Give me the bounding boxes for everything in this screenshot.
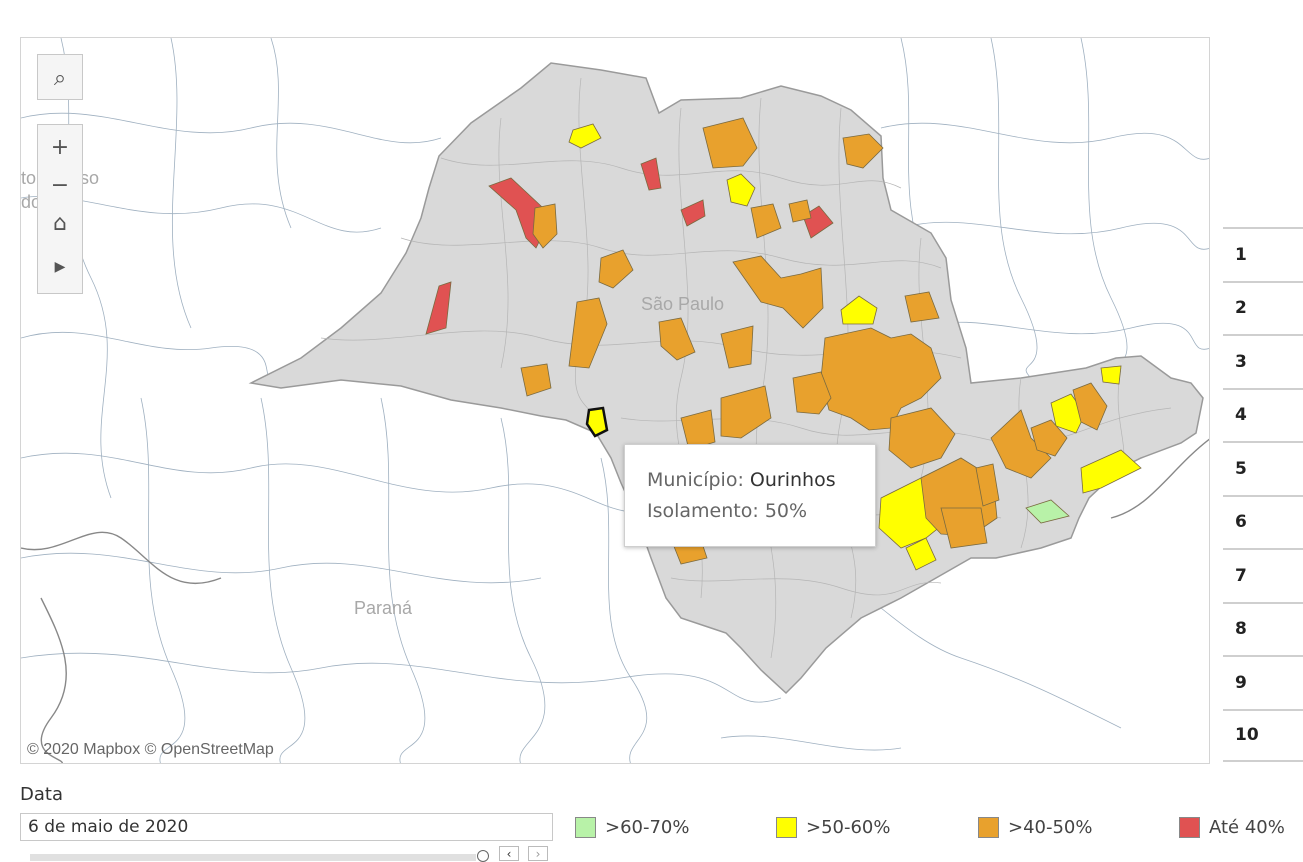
tooltip-municipio-value: Ourinhos [749, 469, 836, 491]
legend-label: >50-60% [806, 816, 891, 838]
label-sao-paulo: São Paulo [641, 294, 725, 314]
legend-swatch [776, 816, 797, 838]
next-date-button[interactable]: › [528, 846, 548, 861]
home-icon[interactable]: ⌂ [53, 210, 67, 236]
ranking-row[interactable]: 6 [1223, 494, 1303, 549]
legend-item-40-50[interactable]: >40-50% [978, 815, 1093, 839]
ranking-row[interactable]: 1 [1223, 227, 1303, 281]
ranking-row[interactable]: 10 [1223, 708, 1303, 762]
prev-date-button[interactable]: ‹ [499, 846, 519, 861]
zoom-out-icon[interactable]: − [50, 172, 70, 198]
map-attribution[interactable]: © 2020 Mapbox © OpenStreetMap [27, 741, 274, 758]
ranking-row[interactable]: 7 [1223, 548, 1303, 602]
tooltip-isolamento: Isolamento: 50% [647, 496, 875, 527]
legend-item-60-70[interactable]: >60-70% [575, 815, 690, 839]
date-slider-handle[interactable] [477, 850, 489, 862]
legend-item-ate-40[interactable]: Até 40% [1179, 815, 1285, 839]
legend-label: Até 40% [1209, 816, 1285, 838]
tooltip: Município: Ourinhos Isolamento: 50% [624, 444, 876, 547]
zoom-in-icon[interactable]: + [50, 134, 70, 160]
tooltip-isolamento-value: 50% [764, 500, 808, 522]
date-filter-input[interactable]: 6 de maio de 2020 [20, 813, 553, 841]
ranking-row[interactable]: 2 [1223, 280, 1303, 335]
map-canvas[interactable] [21, 38, 1210, 764]
tooltip-municipio: Município: Ourinhos [647, 465, 875, 496]
ranking-row[interactable]: 4 [1223, 387, 1303, 442]
tooltip-isolamento-label: Isolamento: [647, 500, 759, 522]
map-search-control[interactable]: ⌕ [37, 54, 83, 100]
legend-swatch [978, 816, 999, 838]
ranking-row[interactable]: 9 [1223, 655, 1303, 709]
ranking-table: 1 2 3 4 5 6 7 8 9 10 [1223, 227, 1303, 762]
municipalities-colored[interactable] [425, 117, 1142, 571]
neighbor-borders [21, 38, 1209, 763]
legend-label: >60-70% [605, 816, 690, 838]
date-filter-label: Data [20, 784, 63, 805]
label-parana: Paraná [354, 598, 413, 618]
legend-label: >40-50% [1008, 816, 1093, 838]
legend-item-50-60[interactable]: >50-60% [776, 815, 891, 839]
ranking-row[interactable]: 5 [1223, 441, 1303, 495]
search-icon[interactable]: ⌕ [53, 65, 67, 91]
map-zoom-controls[interactable]: + − ⌂ ▶ [37, 124, 83, 294]
legend-swatch [575, 816, 596, 838]
play-icon[interactable]: ▶ [54, 259, 66, 275]
ranking-row[interactable]: 8 [1223, 601, 1303, 656]
ranking-row[interactable]: 3 [1223, 334, 1303, 388]
map-view[interactable]: to Grosso do Sul São Paulo Paraná ⌕ + − … [20, 37, 1210, 764]
tooltip-municipio-label: Município: [647, 469, 744, 491]
date-slider-track[interactable] [30, 854, 476, 861]
legend-swatch [1179, 816, 1200, 838]
